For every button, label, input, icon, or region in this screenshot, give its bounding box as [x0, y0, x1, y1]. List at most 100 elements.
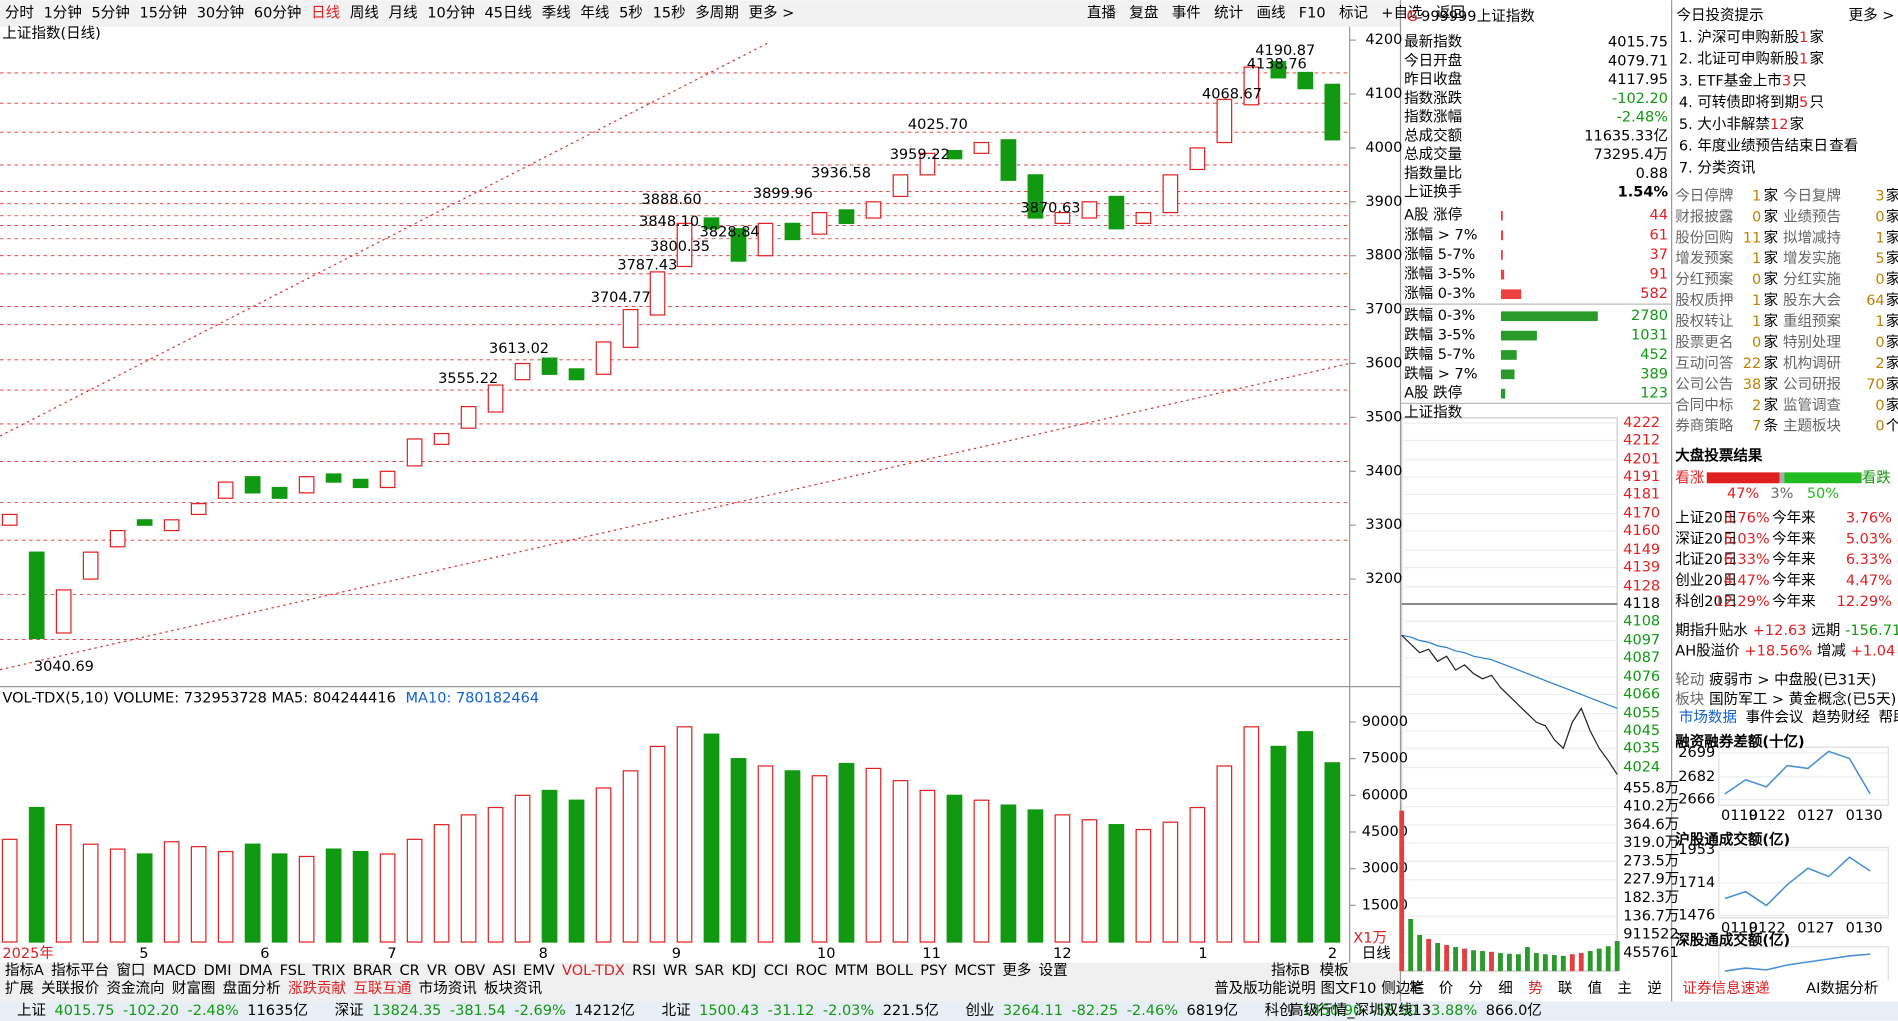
period-tab[interactable]: 5分钟 — [92, 5, 130, 22]
tip-item[interactable]: 1. 沪深可申购新股 — [1679, 29, 1799, 46]
status-item: -2.69% — [514, 1003, 565, 1019]
tip-item[interactable]: 4. 可转债即将到期 — [1679, 94, 1799, 111]
panel-tab[interactable]: 关联报价 — [41, 980, 100, 997]
period-tab[interactable]: 15分钟 — [140, 5, 188, 22]
event-count: 0 — [1875, 398, 1884, 414]
intraday-tab[interactable]: 笔 — [1409, 980, 1424, 997]
tip-item[interactable]: 2. 北证可申购新股 — [1679, 51, 1799, 68]
indicator-tab[interactable]: 指标A — [5, 962, 44, 979]
period-tab[interactable]: 45日线 — [484, 5, 532, 22]
intraday-tab[interactable]: 分 — [1469, 980, 1484, 997]
candle-body — [1162, 174, 1179, 214]
tool-button[interactable]: 画线 — [1256, 5, 1285, 22]
period-tab[interactable]: 15秒 — [653, 5, 686, 22]
tip-item[interactable]: 7. 分类资讯 — [1679, 160, 1756, 177]
panel-tab[interactable]: 市场资讯 — [419, 980, 478, 997]
intraday-tab[interactable]: 值 — [1588, 980, 1603, 997]
tool-button[interactable]: +自选 — [1381, 5, 1423, 22]
stat-value: 0.88 — [1636, 166, 1668, 182]
period-tab[interactable]: 年线 — [580, 5, 609, 22]
indicator-tab[interactable]: ROC — [796, 963, 828, 979]
footer-link[interactable]: 证券信息速递 — [1683, 980, 1771, 997]
link[interactable]: 事件会议 — [1745, 709, 1804, 726]
tool-button[interactable]: 标记 — [1339, 5, 1368, 22]
indicator-tab[interactable]: SAR — [695, 963, 725, 979]
stat-label: 指数涨幅 — [1404, 109, 1462, 126]
panel-tab[interactable]: 图文F10 — [1321, 980, 1377, 997]
indicator-tab[interactable]: DMA — [239, 963, 273, 979]
intraday-tab[interactable]: 势 — [1528, 980, 1543, 997]
tool-button[interactable]: 直播 — [1087, 5, 1117, 22]
intraday-tab[interactable]: 主 — [1617, 980, 1632, 997]
period-tab[interactable]: 周线 — [350, 5, 379, 22]
tool-button[interactable]: 返回 — [1436, 5, 1465, 22]
indicator-tab[interactable]: 更多 — [1002, 962, 1031, 979]
indicator-tab[interactable]: ASI — [492, 963, 515, 979]
tip-item[interactable]: 6. 年度业绩预告结束日 — [1679, 138, 1828, 155]
indicator-tab[interactable]: BOLL — [876, 963, 914, 979]
tool-button[interactable]: 统计 — [1214, 5, 1243, 22]
indicator-tab[interactable]: CR — [400, 963, 420, 979]
tool-button[interactable]: F10 — [1299, 6, 1326, 22]
indicator-tab[interactable]: WR — [663, 963, 687, 979]
period-tab[interactable]: 日线 — [311, 5, 340, 22]
period-tab[interactable]: 多周期 — [695, 5, 739, 22]
indicator-tab[interactable]: FSL — [280, 963, 306, 979]
indicator-tab[interactable]: 指标B — [1271, 962, 1310, 979]
indicator-tab[interactable]: DMI — [204, 963, 232, 979]
period-tab[interactable]: 季线 — [542, 5, 571, 22]
intraday-tab[interactable]: 价 — [1439, 981, 1454, 997]
indicator-tab[interactable]: BRAR — [353, 963, 392, 979]
period-tab[interactable]: 60分钟 — [254, 5, 302, 22]
panel-tab[interactable]: 普及版功能说明 — [1214, 980, 1316, 997]
period-tab[interactable]: 更多 > — [749, 5, 795, 22]
tool-button[interactable]: 复盘 — [1129, 4, 1158, 22]
indicator-tab[interactable]: VR — [427, 963, 447, 979]
indicator-tab[interactable]: 模板 — [1320, 961, 1350, 979]
tip-item: 1 — [1799, 52, 1808, 68]
indicator-tab[interactable]: TRIX — [311, 963, 345, 979]
panel-tab[interactable]: 盘面分析 — [223, 979, 281, 997]
indicator-tab[interactable]: EMV — [523, 963, 555, 979]
panel-tab[interactable]: 互联互通 — [353, 980, 412, 997]
panel-tab[interactable]: 侧边栏 — [1381, 980, 1425, 997]
panel-tab[interactable]: 板块资讯 — [484, 979, 543, 997]
indicator-tab[interactable]: OBV — [454, 963, 485, 979]
indicator-tab[interactable]: MTM — [834, 963, 868, 979]
intraday-tab[interactable]: 逆 — [1647, 980, 1662, 997]
panel-tab[interactable]: 扩展 — [5, 980, 34, 997]
period-tab[interactable]: 月线 — [389, 5, 418, 22]
footer-link[interactable]: AI数据分析 — [1806, 980, 1878, 997]
intraday-tab[interactable]: 细 — [1498, 980, 1513, 997]
tool-button[interactable]: 事件 — [1172, 5, 1201, 22]
tip-item[interactable]: 3. ETF基金上市 — [1679, 72, 1782, 89]
panel-tab[interactable]: 涨跌贡献 — [288, 980, 346, 997]
indicator-tab[interactable]: 指标平台 — [51, 962, 109, 979]
period-tab[interactable]: 10分钟 — [427, 5, 475, 22]
indicator-tab[interactable]: 设置 — [1039, 962, 1068, 979]
indicator-tab[interactable]: 窗口 — [116, 961, 145, 979]
indicator-tab[interactable]: RSI — [632, 963, 656, 979]
event-count: 1 — [1875, 314, 1884, 330]
indicator-tab[interactable]: CCI — [764, 963, 789, 979]
period-tab[interactable]: 1分钟 — [44, 5, 82, 22]
period-tab[interactable]: 5秒 — [619, 5, 643, 22]
event-unit: 家 — [1886, 271, 1898, 288]
period-tab[interactable]: 分时 — [5, 5, 34, 22]
indicator-tab[interactable]: VOL-TDX — [562, 963, 625, 979]
panel-tab[interactable]: 财富圈 — [172, 979, 216, 997]
candle-body — [784, 222, 801, 241]
panel-tab[interactable]: 资金流向 — [106, 980, 164, 997]
intraday-tab[interactable]: 联 — [1558, 980, 1573, 997]
indicator-tab[interactable]: KDJ — [731, 963, 756, 979]
link[interactable]: 趋势财经 — [1812, 709, 1871, 726]
volume-bar — [1444, 945, 1450, 972]
tip-item[interactable]: 5. 大小非解禁 — [1679, 116, 1770, 133]
indicator-tab[interactable]: MACD — [153, 963, 197, 979]
link[interactable]: 帮助 — [1879, 709, 1898, 726]
period-tab[interactable]: 30分钟 — [197, 5, 245, 22]
link[interactable]: 市场数据 — [1679, 709, 1737, 726]
indicator-tab[interactable]: PSY — [920, 963, 947, 979]
more-link[interactable]: 更多 > — [1849, 7, 1895, 24]
indicator-tab[interactable]: MCST — [954, 963, 995, 979]
